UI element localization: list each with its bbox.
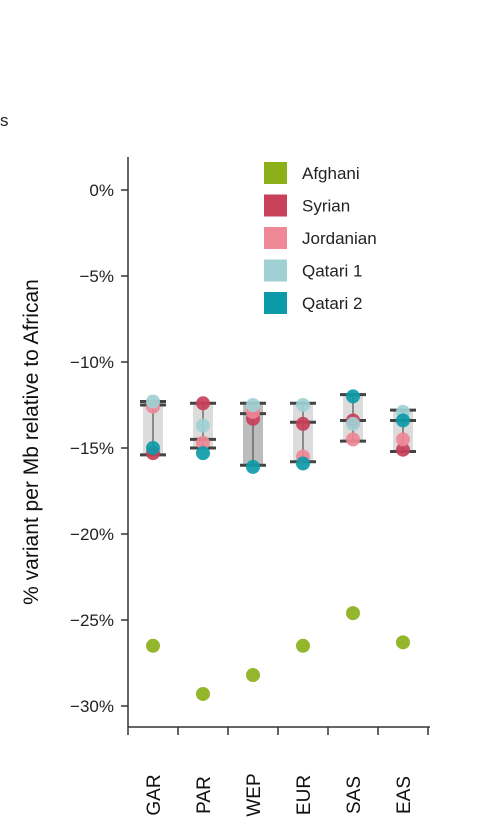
point-syrian (296, 416, 310, 431)
point-afghani (196, 686, 210, 701)
point-qatari-1 (196, 418, 210, 433)
legend-swatch (264, 227, 287, 249)
legend: Afghani Syrian Jordanian Qatari 1 Qatari 2 (264, 162, 377, 314)
x-category-label: EAS (394, 776, 415, 814)
y-tick-label: −5% (80, 267, 115, 286)
legend-label: Qatari 2 (302, 294, 362, 313)
point-qatari-1 (246, 398, 260, 412)
y-tick-label: 0% (89, 181, 114, 200)
y-tick-label: −15% (70, 439, 114, 458)
x-category-label: EUR (294, 775, 315, 815)
point-qatari-2 (346, 389, 360, 404)
legend-label: Jordanian (302, 229, 377, 248)
point-qatari-2 (296, 456, 310, 471)
point-qatari-2 (146, 441, 160, 455)
y-tick-label: −20% (70, 525, 114, 544)
legend-swatch (264, 292, 287, 314)
point-jordanian (346, 432, 360, 447)
point-qatari-2 (396, 413, 410, 428)
point-syrian (196, 396, 210, 411)
point-afghani (246, 668, 260, 683)
x-category-label: SAS (344, 776, 365, 814)
y-axis-label: % variant per Mb relative to African (20, 279, 43, 605)
legend-label: Syrian (302, 197, 350, 216)
range-boxes (140, 393, 416, 467)
x-category-label: WEP (244, 773, 265, 816)
y-tick-label: −25% (70, 611, 114, 630)
point-qatari-2 (246, 459, 260, 474)
point-afghani (296, 638, 310, 653)
point-jordanian (396, 432, 410, 447)
clipped-text-fragment: s (0, 111, 9, 130)
y-tick-label: −30% (70, 697, 114, 716)
point-afghani (346, 606, 360, 621)
legend-swatch (264, 194, 287, 217)
legend-label: Qatari 1 (302, 262, 362, 281)
point-afghani (146, 638, 160, 653)
axes: 0% −5% −10% −15% −20% −25% −30% GAR PAR WEP EUR SAS… (20, 157, 430, 817)
x-category-label: PAR (194, 776, 215, 814)
point-qatari-1 (146, 394, 160, 409)
x-category-label: GAR (144, 774, 165, 815)
legend-swatch (264, 162, 287, 184)
point-qatari-1 (296, 398, 310, 412)
data-points (146, 389, 410, 701)
y-tick-label: −10% (70, 353, 114, 372)
point-afghani (396, 635, 410, 650)
legend-swatch (264, 259, 287, 282)
legend-label: Afghani (302, 164, 360, 183)
point-qatari-1 (346, 416, 360, 431)
point-qatari-2 (196, 446, 210, 461)
point-syrian (396, 442, 410, 457)
point-jordanian (196, 435, 210, 450)
